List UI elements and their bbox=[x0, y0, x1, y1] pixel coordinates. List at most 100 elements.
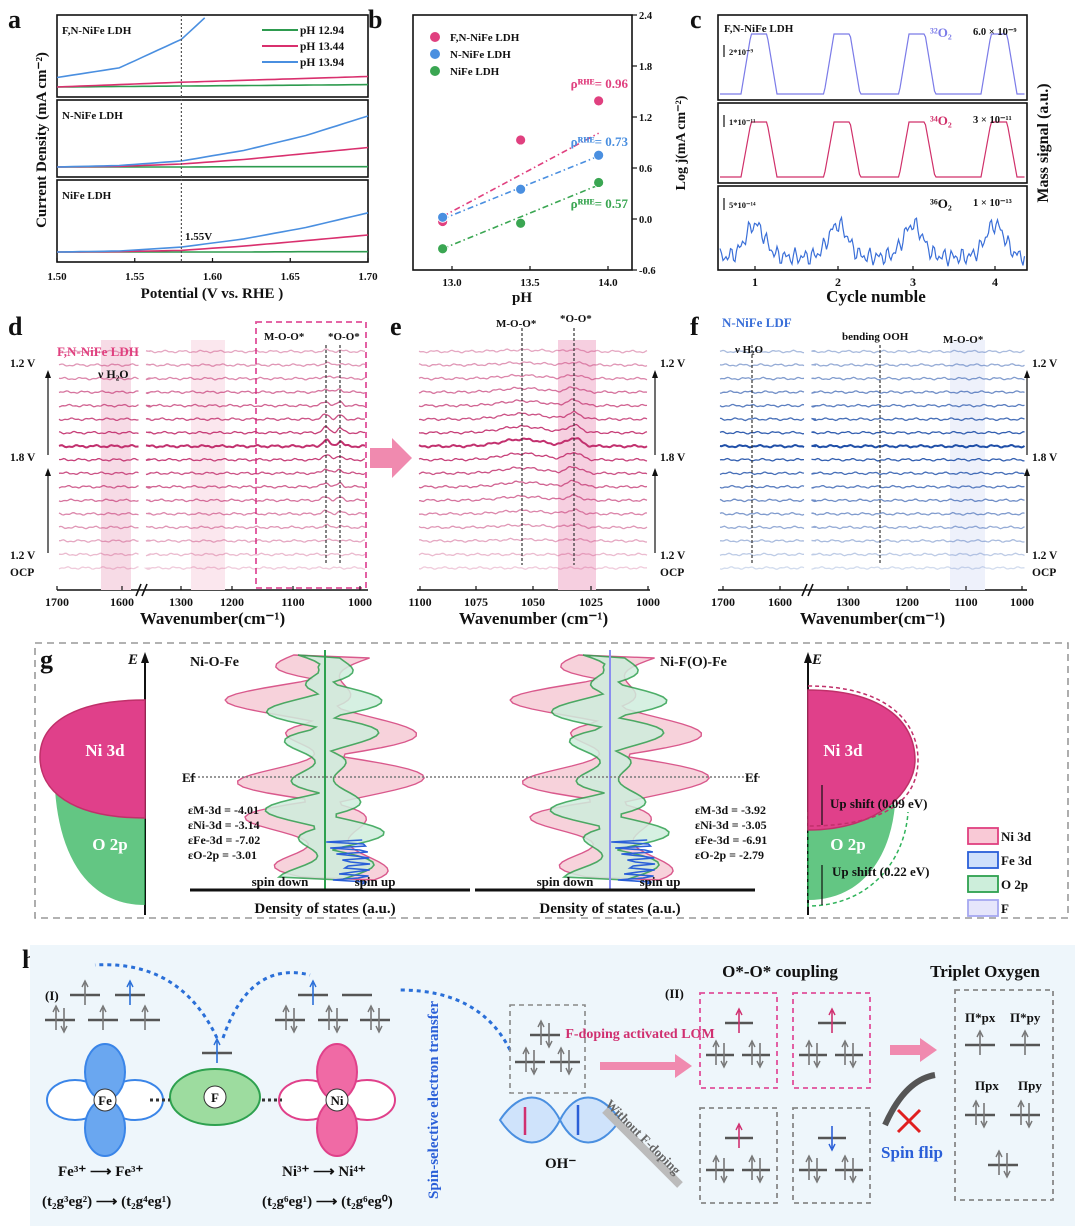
scale-bar-label: 1*10⁻¹¹ bbox=[729, 117, 756, 127]
triplet-title: Triplet Oxygen bbox=[930, 962, 1040, 981]
to-triplet-arrow bbox=[890, 1038, 937, 1062]
scale-value: 1 × 10⁻¹³ bbox=[973, 198, 1012, 209]
legend-label: pH 13.44 bbox=[300, 41, 344, 53]
x-tick-label: 1000 bbox=[636, 595, 660, 609]
ni-orbital bbox=[278, 1043, 396, 1157]
highlight-band bbox=[950, 340, 985, 590]
oh-label: OH⁻ bbox=[545, 1156, 576, 1172]
d-band-center: εM-3d = -4.01 bbox=[188, 803, 259, 817]
spin-down-label: spin down bbox=[252, 874, 309, 889]
fermi-label: Ef bbox=[182, 770, 196, 785]
structure-title: Ni-O-Fe bbox=[190, 655, 239, 670]
x-tick-label: 1075 bbox=[464, 595, 488, 609]
dos-axis-label: Density of states (a.u.) bbox=[254, 901, 395, 917]
y-tick-label: 1.8 bbox=[639, 62, 652, 73]
scale-value: 6.0 × 10⁻⁹ bbox=[973, 27, 1017, 38]
dos-axis-label: Density of states (a.u.) bbox=[539, 901, 680, 917]
arrow-head bbox=[756, 1175, 764, 1184]
fe-configuration: (t₂g³eg²) ⟶ (t₂g⁴eg¹) bbox=[42, 1194, 171, 1210]
x-tick-label: 1.55 bbox=[125, 271, 145, 283]
x-axis-label: Wavenumber (cm⁻¹) bbox=[459, 609, 608, 628]
panel-label-c: c bbox=[690, 5, 702, 34]
panel-label-d: d bbox=[8, 312, 23, 341]
spectrum-line bbox=[58, 438, 366, 449]
arrow-head bbox=[141, 1004, 149, 1013]
up-shift-label: Up shift (0.09 eV) bbox=[830, 796, 928, 811]
arrow-head bbox=[841, 1154, 849, 1163]
potential-label: 1.2 V bbox=[10, 358, 36, 370]
arrow-head bbox=[565, 1067, 573, 1076]
spectrum-line bbox=[58, 348, 366, 354]
plot-frame bbox=[412, 14, 633, 271]
legend-label: Ni 3d bbox=[1001, 829, 1032, 844]
spectrum-line bbox=[58, 361, 366, 367]
spectrum-line bbox=[58, 425, 366, 435]
slope-label: ρᴿᴴᴱ= 0.96 bbox=[571, 76, 629, 91]
spectrum-line bbox=[419, 508, 648, 516]
series-line-pH-13-94 bbox=[56, 115, 369, 168]
arrow-head bbox=[828, 1143, 836, 1152]
potential-label: 1.2 V bbox=[660, 550, 686, 562]
orbital-label: Π*py bbox=[1010, 1010, 1041, 1025]
orbital-label: Πpx bbox=[975, 1078, 999, 1093]
coupling-box bbox=[699, 992, 778, 1089]
spin-flip-label: Spin flip bbox=[881, 1143, 943, 1162]
d-band-center: εO-2p = -3.01 bbox=[188, 848, 257, 862]
arrow-head bbox=[99, 1004, 107, 1013]
spectrum-line bbox=[719, 376, 1025, 381]
spectrum-line bbox=[418, 361, 648, 367]
x-axis-label: Potential (V vs. RHE ) bbox=[141, 286, 284, 302]
subplot-title: NiFe LDH bbox=[62, 190, 112, 202]
arrow-head bbox=[141, 652, 149, 663]
spectrum-line bbox=[418, 552, 648, 557]
legend-marker bbox=[430, 66, 440, 76]
ni3d-band bbox=[39, 699, 146, 819]
ni3d-band bbox=[807, 689, 916, 831]
spectrum-line bbox=[418, 423, 648, 435]
scale-bar-label: 2*10⁻⁹ bbox=[729, 47, 753, 57]
annotation: ν H₂O bbox=[734, 344, 764, 356]
atom-center bbox=[325, 1088, 349, 1112]
legend-label: F,N-NiFe LDH bbox=[450, 32, 520, 44]
highlight-box bbox=[255, 321, 367, 589]
arrow-head bbox=[282, 1004, 290, 1013]
spectrum-line bbox=[719, 457, 1025, 462]
subplot-frame bbox=[717, 14, 1028, 101]
ni3d-label: Ni 3d bbox=[85, 741, 125, 760]
coupling-box bbox=[699, 1107, 778, 1204]
spectrum-line bbox=[58, 566, 366, 570]
series-line-pH-13-44 bbox=[56, 75, 369, 88]
o2p-label: O 2p bbox=[92, 835, 127, 854]
spectrum-line bbox=[719, 552, 1025, 557]
arrow-head bbox=[828, 1007, 836, 1016]
x-tick-label: 1600 bbox=[110, 595, 134, 609]
spectrum-line bbox=[58, 552, 366, 557]
coupling-title: O*-O* coupling bbox=[722, 962, 838, 981]
chart-title: F,N-NiFe LDH bbox=[724, 23, 794, 35]
spectrum-line bbox=[418, 410, 648, 422]
electron-transfer-arrow bbox=[399, 988, 512, 1051]
potential-label: OCP bbox=[660, 567, 684, 579]
spectrum-line bbox=[58, 523, 366, 530]
fe-oxidation: Fe³⁺ ⟶ Fe³⁺ bbox=[58, 1164, 144, 1180]
arrow-head bbox=[849, 1060, 857, 1069]
arrow-head bbox=[81, 979, 89, 988]
highlight-band bbox=[558, 340, 596, 590]
spectrum-line bbox=[58, 509, 366, 516]
spin-down-label: spin down bbox=[537, 874, 594, 889]
x-tick-label: 14.0 bbox=[598, 277, 618, 289]
potential-label: 1.8 V bbox=[10, 452, 36, 464]
spectrum-line bbox=[59, 538, 366, 543]
spectrum-line bbox=[58, 496, 366, 503]
subplot-title: F,N-NiFe LDH bbox=[62, 25, 132, 37]
x-tick-label: 1300 bbox=[169, 595, 193, 609]
chart-title: F,N-NiFe LDH bbox=[57, 344, 139, 359]
arrow-head bbox=[720, 1175, 728, 1184]
fe3d-dos bbox=[611, 839, 656, 885]
spectrum-line bbox=[418, 479, 648, 489]
subplot-frame bbox=[717, 185, 1028, 271]
x-tick-label: 1050 bbox=[521, 595, 545, 609]
o2p-label: O 2p bbox=[830, 835, 865, 854]
legend-marker bbox=[430, 49, 440, 59]
